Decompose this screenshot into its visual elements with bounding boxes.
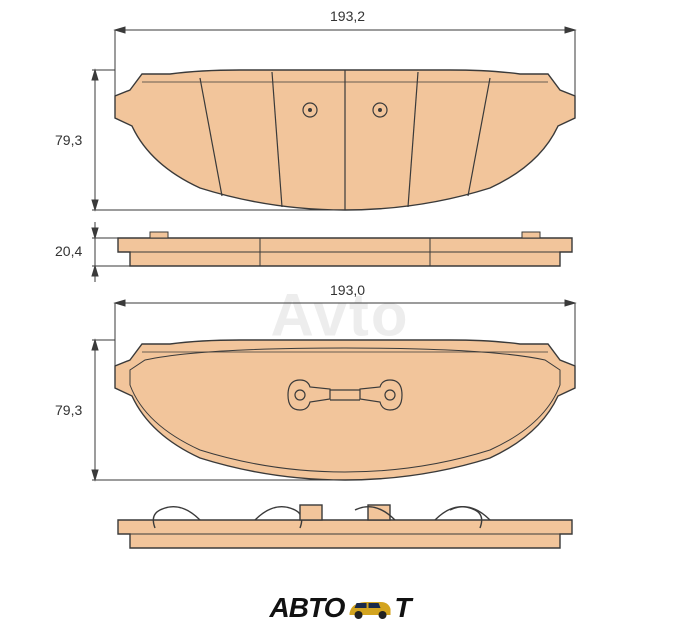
top-pad-side: [118, 232, 572, 266]
label-top-width: 193,2: [330, 8, 365, 24]
car-icon: [346, 595, 392, 621]
label-bot-width: 193,0: [330, 282, 365, 298]
label-top-height: 79,3: [55, 132, 82, 148]
logo: ABTO T: [270, 592, 411, 624]
logo-text-right: T: [394, 592, 410, 624]
top-pad-face: [0, 0, 680, 630]
diagram-stage: Avto: [0, 0, 680, 630]
logo-text-left: ABTO: [270, 592, 345, 624]
label-top-thick: 20,4: [55, 243, 82, 259]
bottom-pad-side: [118, 505, 572, 548]
bottom-pad-face: [115, 340, 575, 480]
label-bot-height: 79,3: [55, 402, 82, 418]
